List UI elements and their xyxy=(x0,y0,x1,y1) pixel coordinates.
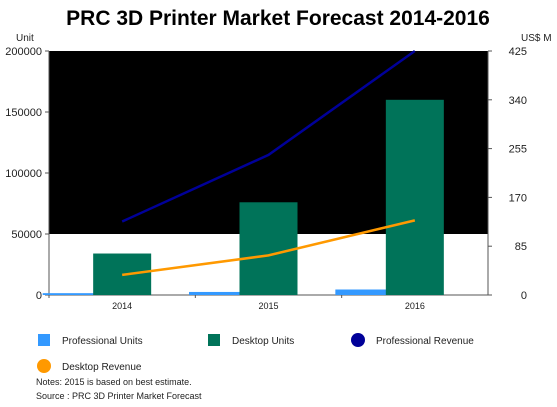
legend-label-desktop-revenue: Desktop Revenue xyxy=(62,362,142,373)
legend: Professional Units Desktop Units Professio… xyxy=(37,333,474,373)
left-tick-label: 0 xyxy=(36,290,42,302)
left-tick-label: 200000 xyxy=(5,46,42,58)
right-tick-label: 85 xyxy=(515,241,527,253)
left-tick-label: 150000 xyxy=(5,107,42,119)
legend-swatch-professional-units xyxy=(38,334,50,346)
line-professional-revenue xyxy=(121,49,416,223)
right-tick-label: 255 xyxy=(509,144,527,156)
legend-swatch-desktop-units xyxy=(208,334,220,346)
bar-professional-units xyxy=(335,289,394,295)
x-tick-label: 2016 xyxy=(405,301,425,311)
legend-label-professional-revenue: Professional Revenue xyxy=(376,336,474,347)
right-tick-label: 0 xyxy=(521,290,527,302)
legend-swatch-professional-revenue xyxy=(351,333,365,347)
chart-title: PRC 3D Printer Market Forecast 2014-2016 xyxy=(66,7,490,30)
bar-professional-units xyxy=(189,291,248,295)
x-tick-label: 2015 xyxy=(258,301,278,311)
right-tick-label: 425 xyxy=(509,46,527,58)
legend-label-desktop-units: Desktop Units xyxy=(232,336,294,347)
right-tick-label: 340 xyxy=(509,95,527,107)
left-tick-label: 100000 xyxy=(5,168,42,180)
x-tick-label: 2014 xyxy=(112,301,132,311)
note-source: Source : PRC 3D Printer Market Forecast xyxy=(36,391,202,401)
note-estimate: Notes: 2015 is based on best estimate. xyxy=(36,377,192,387)
legend-label-professional-units: Professional Units xyxy=(62,336,143,347)
bar-professional-units xyxy=(42,293,101,295)
right-axis-label: US$ M xyxy=(521,33,552,44)
right-tick-label: 170 xyxy=(509,192,527,204)
plot-area: 200000 150000 100000 50000 0 425 340 255 170 85 0 2… xyxy=(5,46,527,311)
bar-desktop-units xyxy=(239,202,298,295)
bar-desktop-units xyxy=(385,99,444,295)
legend-swatch-desktop-revenue xyxy=(37,359,51,373)
left-axis-label: Unit xyxy=(16,33,34,44)
line-desktop-revenue xyxy=(122,219,416,277)
left-tick-label: 50000 xyxy=(11,229,42,241)
